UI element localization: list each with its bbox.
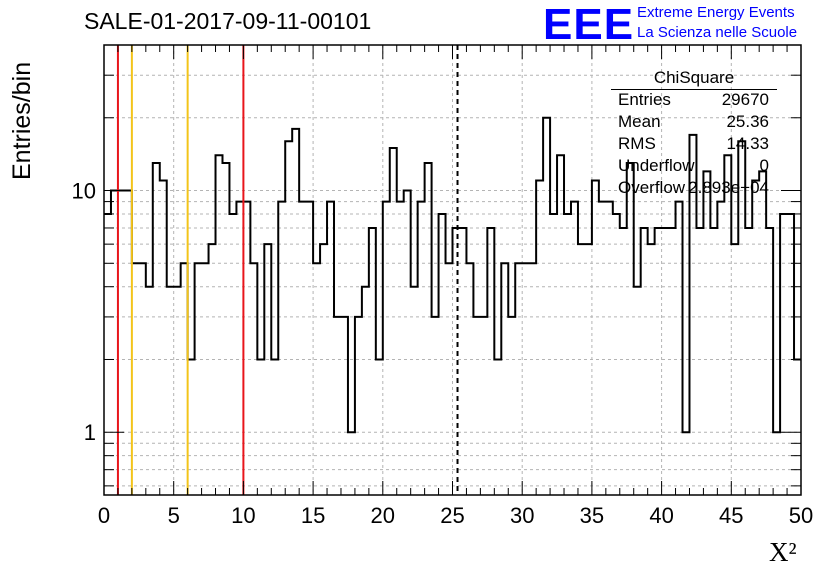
x-tick-label: 15 [301,503,325,528]
axis-ticks [103,45,802,495]
x-tick-label: 45 [719,503,743,528]
stats-row-rms: RMS 14.33 [611,134,777,156]
grid-lines [104,45,801,495]
eee-logo: EEE [543,0,635,49]
x-tick-label: 20 [371,503,395,528]
logo-line-2: La Scienza nelle Scuole [637,24,798,41]
x-tick-label: 40 [649,503,673,528]
x-axis-label: X² [769,537,797,567]
y-axis-label: Entries/bin [8,61,36,180]
chart-title: SALE-01-2017-09-11-00101 [84,8,372,34]
x-tick-label: 35 [580,503,604,528]
x-tick-label: 10 [231,503,255,528]
axis-tick-labels: 0 5 10 15 20 25 30 35 40 45 50 1 10 [72,179,814,528]
y-tick-label: 10 [72,179,96,204]
x-tick-label: 30 [510,503,534,528]
stats-label: Underflow [618,156,695,175]
stats-label: Entries [618,90,671,109]
stats-value: 29670 [721,90,769,109]
histogram-bins [104,116,801,434]
stats-row-entries: Entries 29670 [611,90,777,112]
stats-value: 25.36 [726,112,769,131]
stats-label: RMS [618,134,656,153]
stats-label: Mean [618,112,661,131]
stats-value: 0 [759,156,769,175]
stats-row-overflow: Overflow 2.893e+04 [611,178,777,200]
stats-row-mean: Mean 25.36 [611,112,777,134]
stats-label: Overflow [618,178,686,197]
x-tick-label: 25 [440,503,464,528]
y-tick-label: 1 [84,420,96,445]
stats-value: 14.33 [726,134,769,153]
stats-box: ChiSquare Entries 29670 Mean 25.36 RMS 1… [611,68,777,200]
x-tick-label: 5 [168,503,180,528]
stats-row-underflow: Underflow 0 [611,156,777,178]
x-tick-label: 50 [789,503,813,528]
logo-line-1: Extreme Energy Events [637,4,795,21]
stats-value: 2.893e+04 [688,178,769,197]
x-tick-label: 0 [98,503,110,528]
histogram-series [104,116,801,434]
stats-name: ChiSquare [611,68,777,90]
reference-lines [116,45,459,495]
